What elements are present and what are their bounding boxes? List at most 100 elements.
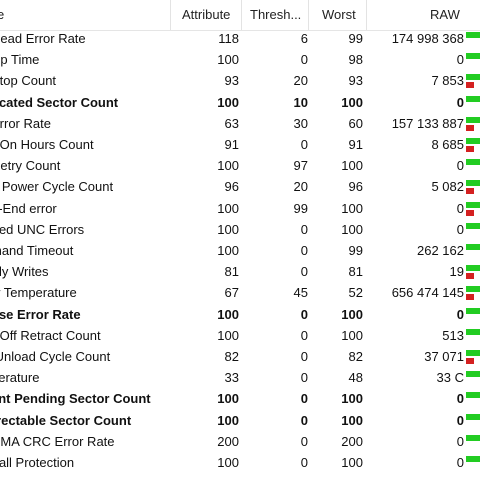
raw-value: 157 133 887 bbox=[391, 115, 464, 131]
raw-value: 0 bbox=[456, 306, 464, 322]
attribute-value: 82 bbox=[224, 349, 239, 364]
threshold-value: 99 bbox=[293, 200, 308, 216]
column-divider[interactable] bbox=[366, 0, 367, 30]
raw-value: 174 998 368 bbox=[391, 31, 464, 46]
health-bar-green bbox=[466, 95, 480, 102]
column-header-threshold[interactable]: Thresh... bbox=[250, 7, 302, 22]
table-row[interactable]: Retry Count 100 97 100 0 bbox=[0, 155, 480, 176]
table-row[interactable]: perature 33 0 48 33 C bbox=[0, 367, 480, 388]
attribute-name: Up Time bbox=[0, 52, 40, 68]
attribute-value: 67 bbox=[224, 285, 239, 301]
threshold-value: 0 bbox=[300, 349, 308, 364]
column-header-raw[interactable]: RAW bbox=[430, 7, 460, 22]
health-bar-green bbox=[466, 350, 480, 356]
attribute-name: o-End error bbox=[0, 200, 57, 216]
table-row[interactable]: /Unload Cycle Count 82 0 82 37 071 bbox=[0, 346, 480, 367]
health-bar-green bbox=[466, 32, 480, 38]
raw-value: 0 bbox=[456, 221, 464, 237]
threshold-value: 0 bbox=[300, 243, 308, 258]
worst-value: 99 bbox=[348, 243, 363, 258]
status-bars bbox=[466, 28, 480, 49]
health-bar-green bbox=[466, 180, 480, 187]
threshold-value: 0 bbox=[300, 221, 308, 237]
table-row[interactable]: ocated Sector Count 100 10 100 0 bbox=[0, 92, 480, 113]
table-row[interactable]: Stop Count 93 20 93 7 853 bbox=[0, 70, 480, 91]
column-divider[interactable] bbox=[308, 0, 309, 30]
threshold-value: 0 bbox=[300, 52, 308, 68]
worst-value: 100 bbox=[341, 94, 363, 110]
table-row[interactable]: e Power Cycle Count 96 20 96 5 082 bbox=[0, 176, 480, 197]
status-bars bbox=[466, 367, 480, 388]
health-bar-red bbox=[466, 209, 474, 216]
attribute-name: Error Rate bbox=[0, 115, 51, 131]
attribute-name: DMA CRC Error Rate bbox=[0, 433, 115, 449]
health-bar-green bbox=[466, 53, 480, 60]
health-bar-red bbox=[466, 273, 474, 280]
health-bar-green bbox=[466, 265, 480, 272]
attribute-value: 93 bbox=[224, 73, 239, 89]
worst-value: 60 bbox=[348, 115, 363, 131]
column-header-worst[interactable]: Worst bbox=[322, 7, 356, 22]
health-bar-green bbox=[466, 159, 480, 166]
table-row[interactable]: Fall Protection 100 0 100 0 bbox=[0, 452, 480, 473]
attribute-value: 96 bbox=[224, 179, 239, 195]
raw-value: 37 071 bbox=[424, 349, 464, 364]
attribute-value: 100 bbox=[217, 306, 239, 322]
status-bars bbox=[466, 431, 480, 452]
raw-value: 262 162 bbox=[417, 243, 464, 258]
attribute-value: 100 bbox=[217, 52, 239, 68]
table-row[interactable]: Error Rate 63 30 60 157 133 887 bbox=[0, 113, 480, 134]
column-header-attribute[interactable]: Attribute bbox=[182, 7, 231, 22]
status-bars bbox=[466, 92, 480, 113]
attribute-value: 118 bbox=[218, 31, 239, 46]
table-row[interactable]: DMA CRC Error Rate 200 0 200 0 bbox=[0, 431, 480, 452]
table-row[interactable]: mand Timeout 100 0 99 262 162 bbox=[0, 240, 480, 261]
status-bars bbox=[466, 176, 480, 197]
worst-value: 100 bbox=[341, 306, 363, 322]
health-bar-green bbox=[466, 434, 480, 441]
health-bar-green bbox=[466, 201, 480, 208]
table-row[interactable]: rrectable Sector Count 100 0 100 0 bbox=[0, 410, 480, 431]
table-row[interactable]: o-End error 100 99 100 0 bbox=[0, 198, 480, 219]
table-row[interactable]: r-On Hours Count 91 0 91 8 685 bbox=[0, 134, 480, 155]
attribute-name: r-On Hours Count bbox=[0, 137, 94, 152]
attribute-name: mand Timeout bbox=[0, 243, 74, 258]
health-bar-green bbox=[466, 74, 480, 81]
table-row[interactable]: ent Pending Sector Count 100 0 100 0 bbox=[0, 388, 480, 409]
attribute-value: 63 bbox=[224, 115, 239, 131]
health-bar-red bbox=[466, 124, 474, 131]
health-bar-red bbox=[466, 294, 474, 301]
health-bar-red bbox=[466, 358, 474, 364]
column-header-name[interactable]: e bbox=[0, 7, 5, 22]
worst-value: 52 bbox=[348, 285, 363, 301]
column-divider[interactable] bbox=[170, 0, 171, 30]
attribute-value: 100 bbox=[217, 158, 239, 174]
table-row[interactable]: r-Off Retract Count 100 0 100 513 bbox=[0, 325, 480, 346]
table-row[interactable]: Up Time 100 0 98 0 bbox=[0, 49, 480, 70]
status-bars bbox=[466, 49, 480, 70]
attribute-value: 100 bbox=[217, 412, 239, 428]
raw-value: 513 bbox=[442, 327, 464, 343]
table-row[interactable]: Fly Writes 81 0 81 19 bbox=[0, 261, 480, 282]
status-bars bbox=[466, 261, 480, 282]
status-bars bbox=[466, 282, 480, 303]
raw-value: 0 bbox=[456, 391, 464, 407]
attribute-name: e Power Cycle Count bbox=[0, 179, 114, 195]
health-bar-green bbox=[466, 371, 480, 378]
table-row[interactable]: w Temperature 67 45 52 656 474 145 bbox=[0, 282, 480, 303]
health-bar-green bbox=[466, 116, 480, 123]
attribute-name: w Temperature bbox=[0, 285, 77, 301]
worst-value: 98 bbox=[348, 52, 363, 68]
threshold-value: 45 bbox=[293, 285, 308, 301]
raw-value: 5 082 bbox=[431, 179, 464, 195]
table-row[interactable]: nse Error Rate 100 0 100 0 bbox=[0, 304, 480, 325]
health-bar-red bbox=[466, 146, 474, 152]
table-row[interactable]: Read Error Rate 118 6 99 174 998 368 bbox=[0, 28, 480, 49]
worst-value: 200 bbox=[341, 433, 363, 449]
attribute-value: 100 bbox=[217, 327, 239, 343]
attribute-name: Fly Writes bbox=[0, 264, 49, 280]
worst-value: 81 bbox=[348, 264, 363, 280]
column-divider[interactable] bbox=[241, 0, 242, 30]
table-row[interactable]: rted UNC Errors 100 0 100 0 bbox=[0, 219, 480, 240]
attribute-name: /Unload Cycle Count bbox=[0, 349, 111, 364]
